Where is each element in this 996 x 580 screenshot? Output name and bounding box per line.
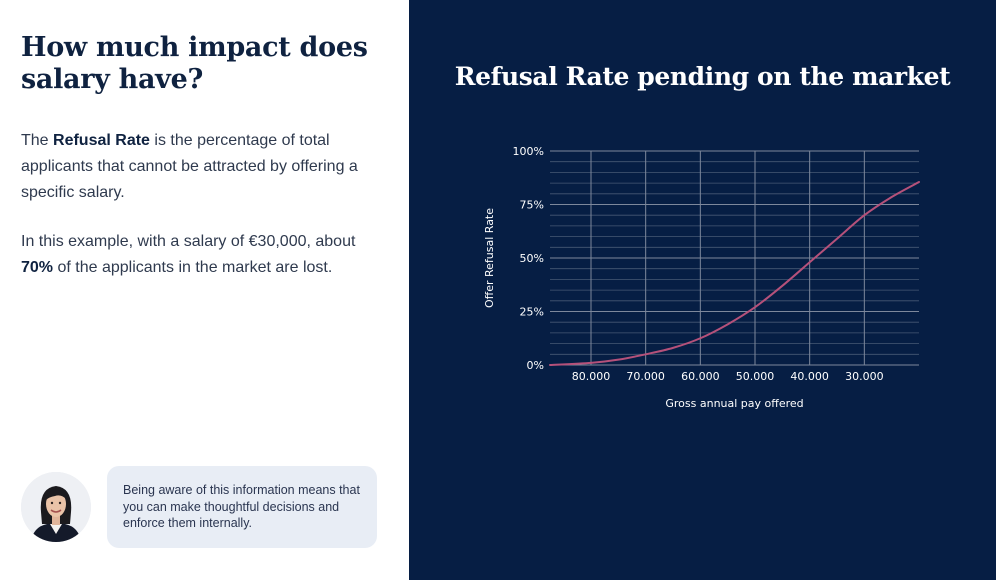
y-tick-label: 0% xyxy=(527,359,544,372)
x-tick-label: 70.000 xyxy=(626,370,665,383)
para2-text-start: In this example, with a salary of €30,00… xyxy=(21,233,356,250)
x-tick-label: 80.000 xyxy=(572,370,611,383)
y-tick-label: 75% xyxy=(520,199,544,212)
y-tick-label: 100% xyxy=(513,145,544,158)
person-portrait-icon xyxy=(21,472,91,542)
callout-text: Being aware of this information means th… xyxy=(123,483,360,530)
refusal-rate-definition: The Refusal Rate is the percentage of to… xyxy=(21,128,391,206)
page-title: How much impact does salary have? xyxy=(21,32,368,95)
y-tick-label: 25% xyxy=(520,306,544,319)
salary-example: In this example, with a salary of €30,00… xyxy=(21,229,391,281)
x-tick-label: 30.000 xyxy=(845,370,884,383)
para1-text-start: The xyxy=(21,132,54,149)
para2-text-end: of the applicants in the market are lost… xyxy=(53,259,333,276)
avatar xyxy=(21,472,91,542)
y-tick-label: 50% xyxy=(520,252,544,265)
y-axis-title: Offer Refusal Rate xyxy=(483,208,496,308)
refusal-rate-line xyxy=(549,181,920,366)
x-tick-label: 40.000 xyxy=(790,370,829,383)
x-axis-title: Gross annual pay offered xyxy=(665,397,803,410)
chart-title: Refusal Rate pending on the market xyxy=(454,62,951,91)
x-tick-label: 60.000 xyxy=(681,370,720,383)
x-tick-label: 50.000 xyxy=(736,370,775,383)
chart-panel: Refusal Rate pending on the market 0% 25%… xyxy=(409,0,996,580)
left-panel: How much impact does salary have? The Re… xyxy=(0,0,409,580)
para1-text-end: is the percentage of total applicants th… xyxy=(21,132,358,201)
refusal-rate-chart: 0% 25% 50% 75% 100% 80.000 70.000 60.000 50.000 4… xyxy=(483,145,920,410)
refusal-rate-term: Refusal Rate xyxy=(53,132,150,149)
lost-percentage: 70% xyxy=(21,259,54,276)
callout-bubble: Being aware of this information means th… xyxy=(107,466,377,548)
